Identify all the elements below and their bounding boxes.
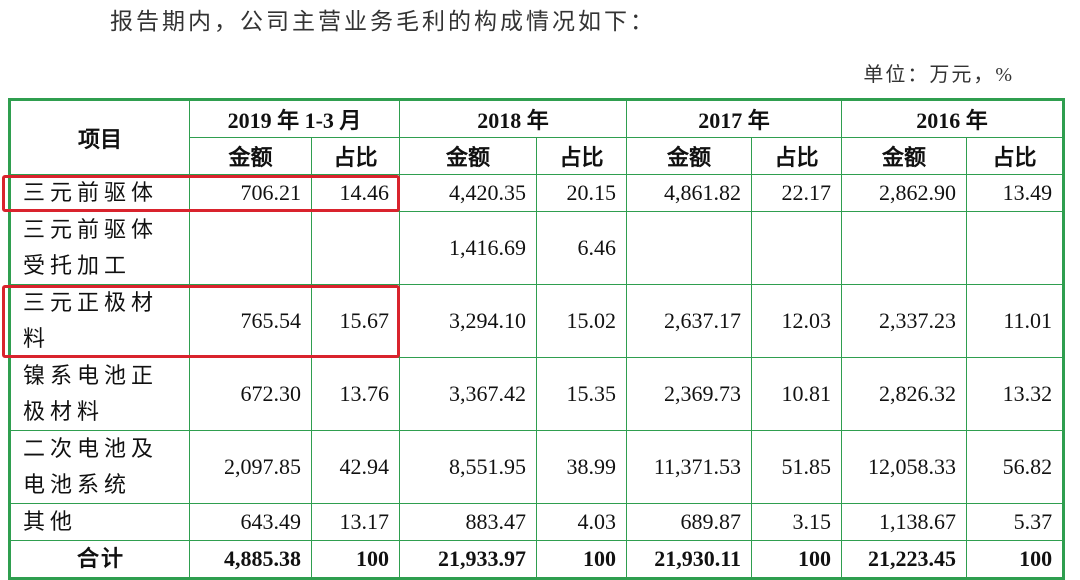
cell: 643.49 [189,503,312,541]
cell: 2,862.90 [841,174,968,212]
page: 报告期内，公司主营业务毛利的构成情况如下： 单位：万元，% 项目 2019 年 1… [2,9,1066,580]
subheader: 占比 [966,137,1065,175]
cell [751,211,843,285]
cell: 22.17 [751,174,843,212]
cell: 883.47 [399,503,538,541]
cell: 1,416.69 [399,211,538,285]
data-row: 二次电池及电池系统 2,097.85 42.94 8,551.95 38.99 11,37… [9,430,1065,504]
cell: 8,551.95 [399,430,538,504]
data-row: 其他 643.49 13.17 883.47 4.03 689.87 3.15 1,138.6… [9,503,1065,541]
unit-note: 单位：万元，% [863,64,1014,86]
cell: 21,223.45 [841,540,968,579]
cell: 10.81 [751,357,843,431]
cell: 2,369.73 [626,357,753,431]
cell: 2,097.85 [189,430,312,504]
total-row: 合计 4,885.38 100 21,933.97 100 21,930.11 100 21,… [9,540,1065,579]
row-label: 合计 [9,540,190,579]
cell: 13.32 [966,357,1065,431]
cell: 4,861.82 [626,174,753,212]
period-header: 2016 年 [841,99,1065,138]
cell [310,211,401,285]
period-header: 2019 年 1-3 月 [188,99,401,138]
subheader: 金额 [189,137,312,175]
data-row: 三元前驱体受托加工 1,416.69 6.46 [9,211,1065,285]
cell: 4,885.38 [189,540,312,579]
cell: 4,420.35 [399,174,538,212]
cell: 100 [310,540,401,579]
cell: 100 [536,540,628,579]
cell: 1,138.67 [841,503,968,541]
cell: 13.49 [966,174,1065,212]
cell: 2,637.17 [626,284,753,358]
period-header: 2018 年 [399,99,628,138]
cell: 3.15 [751,503,843,541]
row-label: 三元前驱体受托加工 [9,211,190,285]
cell: 21,930.11 [626,540,753,579]
cell: 6.46 [536,211,628,285]
cell: 100 [751,540,843,579]
row-label: 三元前驱体 [9,174,190,212]
cell: 3,367.42 [399,357,538,431]
cell: 3,294.10 [399,284,538,358]
row-label: 其他 [9,503,190,541]
cell: 100 [966,540,1065,579]
header-row: 项目 2019 年 1-3 月 2018 年 2017 年 2016 年 [9,99,1065,175]
subheader: 金额 [399,137,538,175]
cell: 12.03 [751,284,843,358]
cell [189,211,312,285]
subheader: 占比 [751,137,843,175]
cell: 15.02 [536,284,628,358]
subheader: 占比 [536,137,628,175]
data-row: 三元前驱体 706.21 14.46 4,420.35 20.15 4,861.82 22.… [9,174,1065,212]
cell: 38.99 [536,430,628,504]
cell: 21,933.97 [399,540,538,579]
cell: 5.37 [966,503,1065,541]
row-label: 二次电池及电池系统 [9,430,190,504]
cell: 13.17 [310,503,401,541]
cell: 51.85 [751,430,843,504]
cell: 14.46 [310,174,401,212]
intro-text: 报告期内，公司主营业务毛利的构成情况如下： [110,9,656,34]
row-label: 三元正极材料 [9,284,190,358]
cell: 42.94 [310,430,401,504]
gross-profit-table: 项目 2019 年 1-3 月 2018 年 2017 年 2016 年金额 占比 金额 占比… [8,98,1066,580]
cell [841,211,968,285]
cell: 672.30 [189,357,312,431]
subheader: 金额 [626,137,753,175]
data-row: 三元正极材料 765.54 15.67 3,294.10 15.02 2,637.17 12… [9,284,1065,358]
period-header: 2017 年 [626,99,843,138]
cell: 11,371.53 [626,430,753,504]
cell: 56.82 [966,430,1065,504]
cell: 2,337.23 [841,284,968,358]
cell: 20.15 [536,174,628,212]
cell: 12,058.33 [841,430,968,504]
cell: 15.35 [536,357,628,431]
subheader: 金额 [841,137,968,175]
cell: 13.76 [310,357,401,431]
data-row: 镍系电池正极材料 672.30 13.76 3,367.42 15.35 2,369.73… [9,357,1065,431]
cell: 4.03 [536,503,628,541]
header-cell: 项目 [9,99,190,175]
cell: 765.54 [189,284,312,358]
cell [626,211,753,285]
subheader: 占比 [310,137,401,175]
cell: 11.01 [966,284,1065,358]
cell: 689.87 [626,503,753,541]
cell: 15.67 [310,284,401,358]
cell: 706.21 [189,174,312,212]
cell: 2,826.32 [841,357,968,431]
row-label: 镍系电池正极材料 [9,357,190,431]
cell [966,211,1065,285]
